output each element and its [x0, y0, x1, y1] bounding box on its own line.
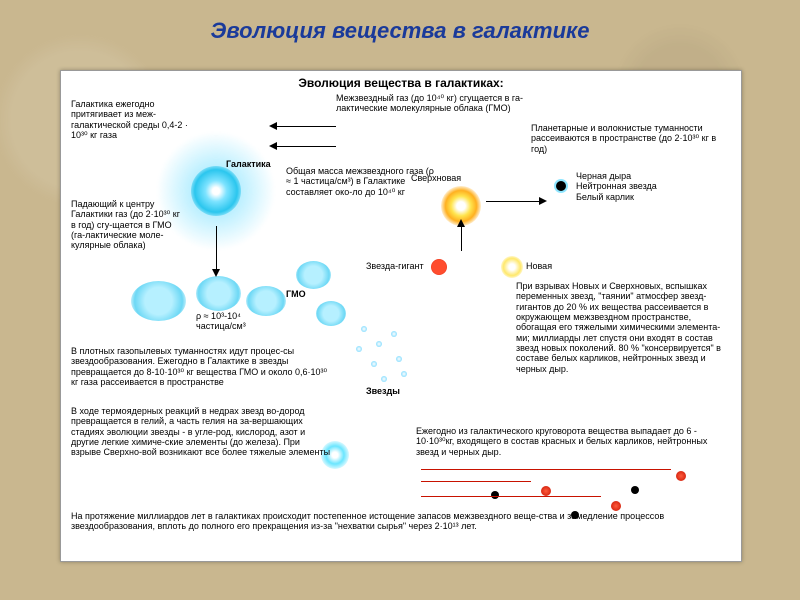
gmo-cloud: [131, 281, 186, 321]
black-dwarf-icon: [631, 486, 639, 494]
label-blackhole: Черная дыра Нейтронная звезда Белый карл…: [576, 171, 686, 202]
gmo-cloud: [196, 276, 241, 311]
text-thermonuclear: В ходе термоядерных реакций в недрах зве…: [71, 406, 331, 458]
flow-line: [216, 226, 217, 271]
blackhole-icon: [556, 181, 566, 191]
galaxy-core: [191, 166, 241, 216]
diagram-panel: Эволюция вещества в галактиках:: [60, 70, 742, 562]
text-falling: Падающий к центру Галактики газ (до 2·10…: [71, 199, 181, 251]
star-icon: [371, 361, 377, 367]
text-annual-loss: Ежегодно из галактического круговорота в…: [416, 426, 726, 457]
flow-line: [486, 201, 541, 202]
slide-root: Эволюция вещества в галактике Эволюция в…: [0, 0, 800, 600]
text-attract: Галактика ежегодно притягивает из меж-га…: [71, 99, 201, 140]
text-interstellar: Межзвездный газ (до 10⁴⁰ кг) сгущается в…: [336, 93, 556, 114]
diagram-heading: Эволюция вещества в галактиках:: [61, 77, 741, 91]
red-dwarf-icon: [676, 471, 686, 481]
text-starformation: В плотных газопылевых туманностях идут п…: [71, 346, 331, 387]
star-icon: [361, 326, 367, 332]
arrow-icon: [212, 269, 220, 277]
red-flow-line: [421, 496, 601, 497]
text-explosions: При взрывах Новых и Сверхновых, вспышках…: [516, 281, 731, 374]
red-dwarf-icon: [541, 486, 551, 496]
star-icon: [376, 341, 382, 347]
black-dwarf-icon: [491, 491, 499, 499]
text-nebulae: Планетарные и волокнистые туманности рас…: [531, 123, 726, 154]
arrow-icon: [539, 197, 547, 205]
label-density: ρ ≈ 10³-10⁴ частица/см³: [196, 311, 276, 332]
arrow-icon: [269, 142, 277, 150]
label-gmo: ГМО: [286, 289, 326, 299]
flow-line: [276, 146, 336, 147]
red-dwarf-icon: [611, 501, 621, 511]
star-icon: [356, 346, 362, 352]
nova-icon: [501, 256, 523, 278]
label-stars: Звезды: [366, 386, 416, 396]
star-icon: [396, 356, 402, 362]
text-exhaustion: На протяжение миллиардов лет в галактика…: [71, 511, 726, 532]
flow-line: [461, 226, 462, 251]
arrow-icon: [269, 122, 277, 130]
gmo-cloud: [296, 261, 331, 289]
red-flow-line: [421, 469, 671, 470]
label-giant: Звезда-гигант: [366, 261, 446, 271]
gmo-cloud: [316, 301, 346, 326]
arrow-icon: [457, 219, 465, 227]
star-icon: [401, 371, 407, 377]
red-flow-line: [421, 481, 531, 482]
star-icon: [381, 376, 387, 382]
label-nova: Новая: [526, 261, 576, 271]
label-supernova: Сверхновая: [411, 173, 481, 183]
star-icon: [391, 331, 397, 337]
flow-line: [276, 126, 336, 127]
slide-title: Эволюция вещества в галактике: [0, 18, 800, 44]
